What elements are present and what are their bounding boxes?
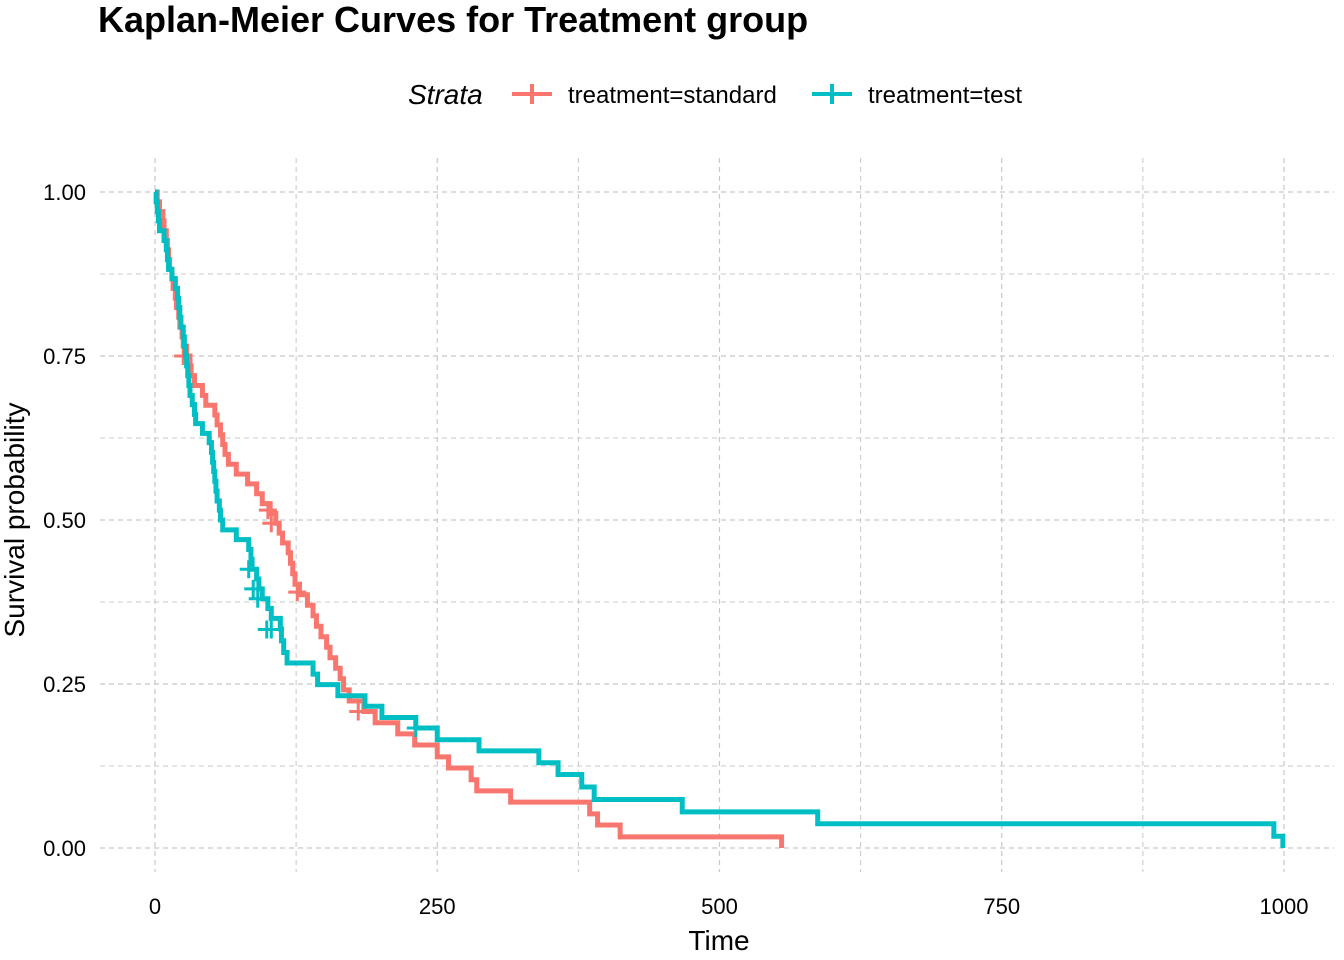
- y-axis-ticks: 0.00 0.25 0.50 0.75 1.00: [43, 180, 86, 861]
- y-tick-label: 0.25: [43, 672, 86, 697]
- y-tick-label: 1.00: [43, 180, 86, 205]
- censor-mark: [258, 501, 277, 520]
- y-tick-label: 0.50: [43, 508, 86, 533]
- x-axis-label: Time: [688, 925, 749, 956]
- legend-item: treatment=test: [812, 82, 1022, 109]
- legend-items: treatment=standard treatment=test: [512, 82, 1022, 109]
- censor-mark: [248, 589, 267, 608]
- series-layer: [153, 189, 1286, 848]
- censor-mark: [262, 514, 281, 533]
- censor-mark: [288, 583, 307, 602]
- x-tick-label: 750: [983, 894, 1020, 919]
- legend-title: Strata: [408, 79, 483, 110]
- grid: [100, 158, 1334, 872]
- chart-title: Kaplan-Meier Curves for Treatment group: [98, 0, 808, 40]
- legend-label: treatment=standard: [568, 82, 777, 109]
- y-axis-label: Survival probability: [0, 403, 30, 638]
- survival-curve-line: [153, 189, 1286, 848]
- y-tick-label: 0.75: [43, 344, 86, 369]
- censor-mark: [244, 579, 263, 598]
- censor-mark: [262, 620, 281, 639]
- x-tick-label: 1000: [1260, 894, 1309, 919]
- x-axis-ticks: 0 250 500 750 1000: [149, 894, 1309, 919]
- x-tick-label: 250: [419, 894, 456, 919]
- censor-mark: [239, 560, 258, 579]
- x-tick-label: 500: [701, 894, 738, 919]
- legend-key: [512, 84, 552, 104]
- legend-label: treatment=test: [868, 82, 1022, 109]
- censor-mark: [349, 702, 368, 721]
- legend-key: [812, 84, 852, 104]
- legend-item: treatment=standard: [512, 82, 777, 109]
- y-tick-label: 0.00: [43, 836, 86, 861]
- censor-mark: [406, 718, 425, 737]
- x-tick-label: 0: [149, 894, 161, 919]
- series-test: [153, 189, 1286, 848]
- legend: Strata treatment=standard treatment=test: [408, 79, 1022, 110]
